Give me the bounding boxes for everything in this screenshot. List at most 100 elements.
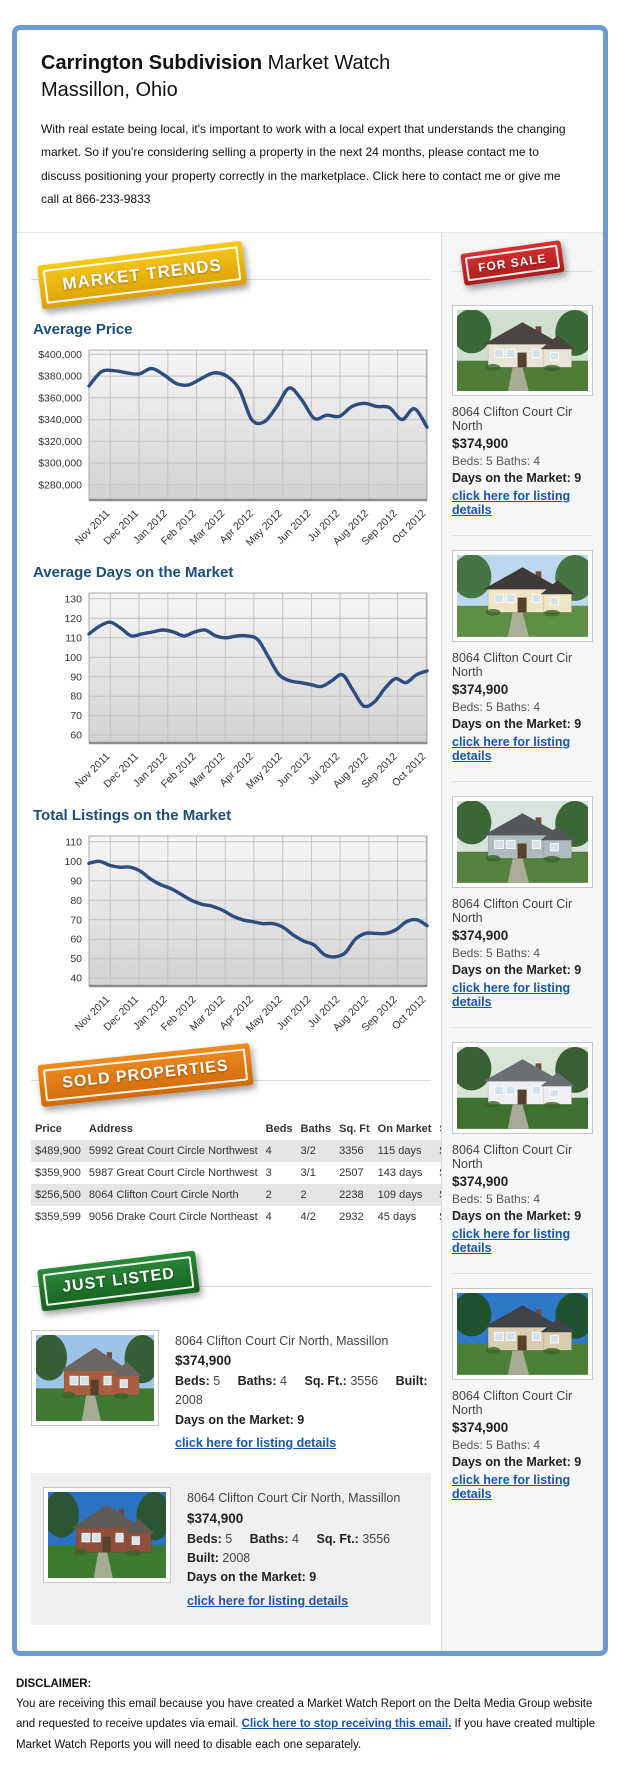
listing-price: $374,900 bbox=[452, 436, 509, 452]
for-sale-sidebar: FOR SALE 8064 Clifton Court Cir North $3… bbox=[441, 232, 603, 1652]
cell-address: 5992 Great Court Circle Northwest bbox=[88, 1144, 258, 1157]
listing-specs: Beds: 5 Baths: 4 Sq. Ft.: 3556 Built: 20… bbox=[175, 1372, 431, 1411]
just-listed-badge: JUST LISTED bbox=[37, 1250, 201, 1312]
listing-details-link[interactable]: click here for listing details bbox=[175, 1435, 337, 1450]
listing-details-link[interactable]: click here for listing details bbox=[187, 1593, 349, 1608]
main-column: MARKET TRENDS Average Price $280,000 $300… bbox=[17, 232, 498, 1652]
newsletter-frame: Carrington Subdivision Market Watch Mass… bbox=[12, 25, 608, 1657]
for-sale-listing: 8064 Clifton Court Cir North $374,900 Be… bbox=[452, 550, 593, 765]
svg-text:70: 70 bbox=[70, 710, 82, 722]
just-listed-badge-label: JUST LISTED bbox=[42, 1255, 195, 1306]
cell-baths: 4/2 bbox=[300, 1210, 316, 1223]
beds-label: Beds: bbox=[175, 1373, 210, 1388]
svg-text:100: 100 bbox=[64, 855, 82, 867]
days-on-market: Days on the Market: 9 bbox=[452, 1454, 582, 1469]
svg-text:$300,000: $300,000 bbox=[38, 457, 82, 469]
listing-details-link[interactable]: click here for listing details bbox=[452, 489, 571, 518]
sold-properties-section-header: SOLD PROPERTIES bbox=[31, 1042, 431, 1112]
avg-price-chart: $280,000 $300,000 $320,000 $340,000 $360,000… bbox=[31, 342, 431, 554]
svg-text:$280,000: $280,000 bbox=[38, 479, 82, 491]
listing-details-link[interactable]: click here for listing details bbox=[452, 735, 571, 764]
listing-photo[interactable] bbox=[452, 1288, 593, 1380]
listing-price: $374,900 bbox=[452, 682, 509, 698]
svg-text:70: 70 bbox=[70, 914, 82, 926]
table-row: $359,599 9056 Drake Court Circle Northea… bbox=[31, 1206, 497, 1228]
for-sale-listing: 8064 Clifton Court Cir North $374,900 Be… bbox=[452, 304, 593, 520]
days-on-market: Days on the Market: 9 bbox=[452, 963, 582, 978]
listing-photo[interactable] bbox=[452, 1042, 593, 1135]
listing-details: 8064 Clifton Court Cir North, Massillon … bbox=[175, 1330, 431, 1454]
listing-beds-baths: Beds: 5 Baths: 4 bbox=[452, 454, 541, 469]
cell-sqft: 2932 bbox=[339, 1210, 364, 1223]
sold-properties-table: Price Address Beds Baths Sq. Ft On Marke… bbox=[31, 1118, 498, 1228]
cell-on-market: 45 days bbox=[377, 1210, 417, 1223]
beds-value: 5 bbox=[225, 1531, 233, 1546]
page-title: Carrington Subdivision Market Watch Mass… bbox=[41, 50, 579, 104]
cell-address: 9056 Drake Court Circle Northeast bbox=[88, 1210, 258, 1223]
cell-sqft: 3356 bbox=[339, 1144, 364, 1157]
cell-on-market: 143 days bbox=[377, 1166, 423, 1179]
header: Carrington Subdivision Market Watch Mass… bbox=[17, 30, 603, 222]
cell-address: 8064 Clifton Court Circle North bbox=[88, 1188, 239, 1201]
market-trends-badge-label: MARKET TRENDS bbox=[42, 245, 242, 304]
listing-photo[interactable] bbox=[452, 550, 593, 643]
svg-text:110: 110 bbox=[65, 836, 82, 848]
sqft-value: 3556 bbox=[362, 1531, 391, 1546]
listing-photo[interactable] bbox=[31, 1329, 159, 1426]
svg-text:$400,000: $400,000 bbox=[38, 348, 82, 360]
svg-text:120: 120 bbox=[64, 612, 82, 624]
svg-text:60: 60 bbox=[70, 933, 82, 945]
cell-baths: 2 bbox=[300, 1188, 307, 1201]
listing-details-link[interactable]: click here for listing details bbox=[452, 981, 571, 1010]
built-value: 2008 bbox=[175, 1393, 203, 1408]
sqft-value: 3556 bbox=[350, 1373, 379, 1388]
cell-price: $359,900 bbox=[35, 1166, 81, 1179]
days-on-market: Days on the Market: 9 bbox=[452, 1209, 582, 1224]
beds-label: Beds: bbox=[187, 1531, 222, 1546]
col-address: Address bbox=[88, 1122, 133, 1135]
city-state: Massillon, Ohio bbox=[41, 79, 178, 101]
table-header-row: Price Address Beds Baths Sq. Ft On Marke… bbox=[31, 1118, 497, 1140]
sqft-label: Sq. Ft.: bbox=[304, 1373, 347, 1388]
built-value: 2008 bbox=[222, 1551, 251, 1566]
cell-on-market: 109 days bbox=[377, 1188, 423, 1201]
days-on-market: Days on the Market: 9 bbox=[175, 1412, 305, 1427]
table-row: $489,900 5992 Great Court Circle Northwe… bbox=[31, 1139, 498, 1162]
svg-text:130: 130 bbox=[64, 593, 82, 605]
listing-specs: Beds: 5 Baths: 4 Sq. Ft.: 3556 Built: 20… bbox=[187, 1530, 419, 1569]
built-label: Built: bbox=[395, 1373, 428, 1388]
listing-photo[interactable] bbox=[43, 1487, 171, 1584]
divider bbox=[31, 1285, 431, 1287]
for-sale-listing: 8064 Clifton Court Cir North $374,900 Be… bbox=[452, 1288, 593, 1503]
for-sale-badge-label: FOR SALE bbox=[464, 244, 560, 281]
listing-beds-baths: Beds: 5 Baths: 4 bbox=[452, 700, 541, 715]
total-listings-chart: 40 50 60 70 80 90 100 110 Nov 2011 Dec 2011 Jan 20… bbox=[31, 828, 431, 1040]
listing-beds-baths: Beds: 5 Baths: 4 bbox=[452, 1192, 541, 1207]
svg-text:90: 90 bbox=[70, 875, 82, 887]
sqft-label: Sq. Ft.: bbox=[316, 1531, 359, 1546]
disclaimer-heading: DISCLAIMER: bbox=[16, 1678, 92, 1691]
disclaimer: DISCLAIMER: You are receiving this email… bbox=[0, 1656, 620, 1765]
cell-beds: 4 bbox=[265, 1144, 272, 1157]
cell-beds: 4 bbox=[265, 1210, 272, 1223]
listing-price: $374,900 bbox=[175, 1352, 232, 1368]
listing-photo[interactable] bbox=[452, 796, 593, 889]
listing-details-link[interactable]: click here for listing details bbox=[452, 1472, 571, 1501]
cell-baths: 3/2 bbox=[300, 1144, 316, 1157]
listing-photo[interactable] bbox=[452, 304, 593, 397]
cell-price: $489,900 bbox=[35, 1144, 81, 1157]
built-label: Built: bbox=[187, 1551, 219, 1566]
avg-days-chart: 60 70 80 90 100 110 120 130 Nov 2011 Dec 2011 Jan … bbox=[31, 585, 431, 797]
svg-text:50: 50 bbox=[70, 953, 82, 965]
listing-details: 8064 Clifton Court Cir North, Massillon … bbox=[187, 1487, 419, 1611]
listing-beds-baths: Beds: 5 Baths: 4 bbox=[452, 946, 541, 961]
listing-details-link[interactable]: click here for listing details bbox=[452, 1227, 571, 1256]
for-sale-section-header: FOR SALE bbox=[452, 239, 593, 291]
market-trends-section-header: MARKET TRENDS bbox=[31, 240, 431, 311]
listing-price: $374,900 bbox=[452, 1419, 509, 1435]
table-row: $256,500 8064 Clifton Court Circle North… bbox=[31, 1183, 498, 1206]
days-on-market: Days on the Market: 9 bbox=[452, 717, 582, 732]
unsubscribe-link[interactable]: Click here to stop receiving this email. bbox=[241, 1718, 452, 1731]
listing-beds-baths: Beds: 5 Baths: 4 bbox=[452, 1437, 541, 1452]
sold-properties-badge-label: SOLD PROPERTIES bbox=[42, 1048, 249, 1102]
